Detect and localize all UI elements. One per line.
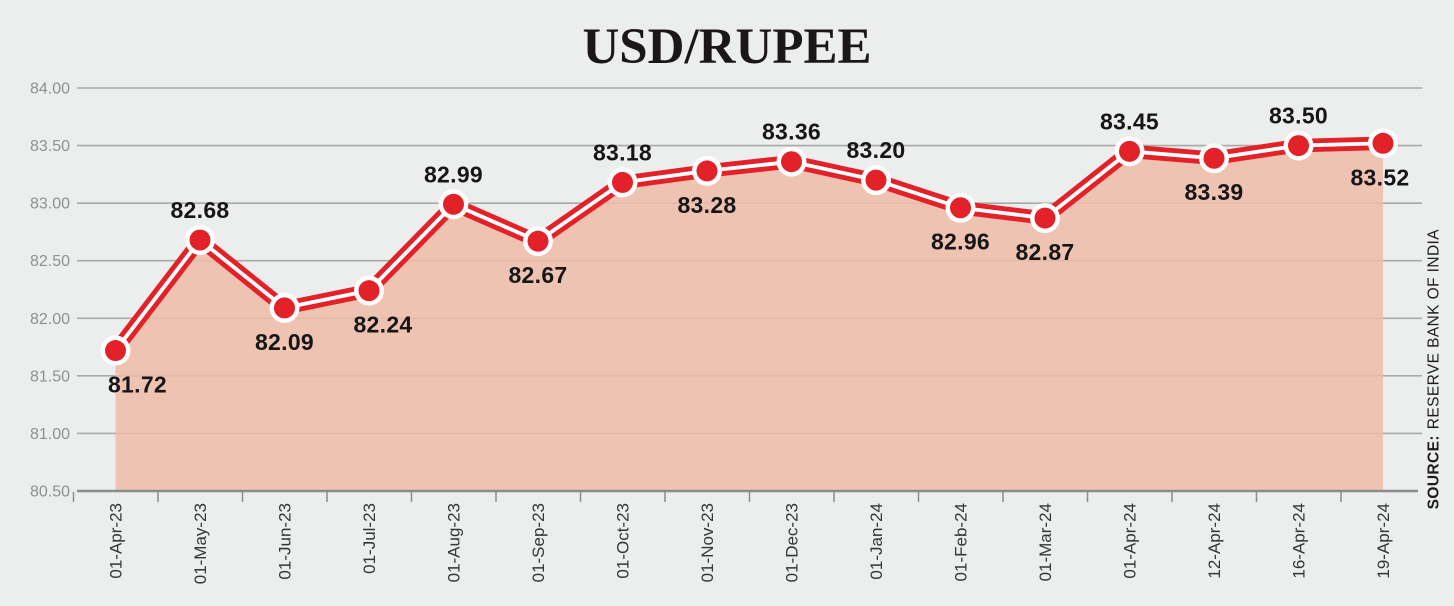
- data-point-marker: [189, 229, 211, 251]
- data-point-marker: [781, 151, 802, 173]
- data-point-marker: [105, 340, 126, 362]
- y-axis-tick-label: 81.00: [30, 426, 70, 443]
- data-point-label: 83.28: [677, 192, 736, 218]
- x-axis-tick-label: 01-Oct-23: [614, 503, 633, 579]
- x-axis-tick-label: 01-Jan-24: [867, 503, 886, 580]
- x-axis-tick-label: 01-Nov-23: [698, 503, 717, 582]
- x-axis-tick-label: 01-Sep-23: [529, 503, 548, 582]
- data-point-label: 82.87: [1015, 239, 1074, 265]
- data-point-marker: [527, 230, 549, 252]
- y-axis-tick-label: 80.50: [30, 484, 70, 501]
- data-point-marker: [1372, 132, 1394, 154]
- data-point-label: 83.50: [1269, 103, 1328, 129]
- x-axis-tick-label: 01-Mar-24: [1036, 503, 1055, 581]
- data-point-label: 82.96: [931, 229, 990, 255]
- y-axis-tick-label: 82.00: [30, 311, 70, 328]
- data-point-marker: [274, 297, 295, 319]
- data-point-label: 83.20: [846, 137, 905, 163]
- source-label: SOURCE:: [1425, 435, 1442, 510]
- data-point-marker: [1288, 135, 1309, 157]
- data-point-label: 82.09: [255, 329, 314, 355]
- x-axis-tick-label: 01-May-23: [191, 503, 210, 584]
- data-point-label: 83.45: [1100, 108, 1159, 134]
- x-axis-tick-label: 01-Jun-23: [276, 503, 295, 580]
- y-axis-tick-label: 82.50: [30, 253, 70, 270]
- x-axis-tick-label: 01-Aug-23: [445, 503, 464, 582]
- x-axis-tick-label: 12-Apr-24: [1205, 503, 1224, 579]
- data-point-marker: [612, 171, 633, 193]
- data-point-label: 82.24: [353, 312, 412, 338]
- y-axis-tick-label: 84.00: [30, 81, 70, 98]
- data-point-marker: [950, 197, 971, 219]
- data-point-label: 83.52: [1350, 164, 1409, 190]
- y-axis-tick-label: 81.50: [30, 368, 70, 385]
- x-axis-tick-label: 01-Feb-24: [952, 503, 971, 581]
- data-point-marker: [1119, 140, 1140, 162]
- data-point-marker: [696, 160, 718, 182]
- data-point-label: 82.68: [170, 197, 229, 223]
- x-axis-tick-label: 01-Apr-24: [1121, 503, 1140, 579]
- data-point-marker: [358, 280, 380, 302]
- y-axis-tick-label: 83.00: [30, 196, 70, 213]
- chart-title: USD/RUPEE: [582, 19, 872, 75]
- data-point-label: 81.72: [108, 372, 167, 398]
- data-point-marker: [865, 169, 887, 191]
- y-axis-tick-label: 83.50: [30, 138, 70, 155]
- series-line-inner: [113, 141, 1385, 353]
- x-axis-tick-label: 01-Jul-23: [360, 503, 379, 574]
- source-text: RESERVE BANK OF INDIA: [1425, 229, 1442, 430]
- data-point-marker: [443, 193, 464, 215]
- data-point-label: 83.18: [593, 139, 652, 165]
- x-axis-tick-label: 19-Apr-24: [1374, 503, 1393, 579]
- x-axis-tick-label: 16-Apr-24: [1290, 503, 1309, 579]
- source-attribution: SOURCE: RESERVE BANK OF INDIA: [1424, 229, 1443, 509]
- data-point-marker: [1203, 147, 1225, 169]
- data-point-label: 83.36: [762, 119, 821, 145]
- data-point-label: 82.99: [424, 161, 483, 187]
- data-point-label: 83.39: [1184, 179, 1243, 205]
- data-point-label: 82.67: [508, 262, 567, 288]
- data-point-marker: [1034, 207, 1056, 229]
- x-axis-tick-label: 01-Apr-23: [107, 503, 126, 579]
- x-axis-tick-label: 01-Dec-23: [783, 503, 802, 582]
